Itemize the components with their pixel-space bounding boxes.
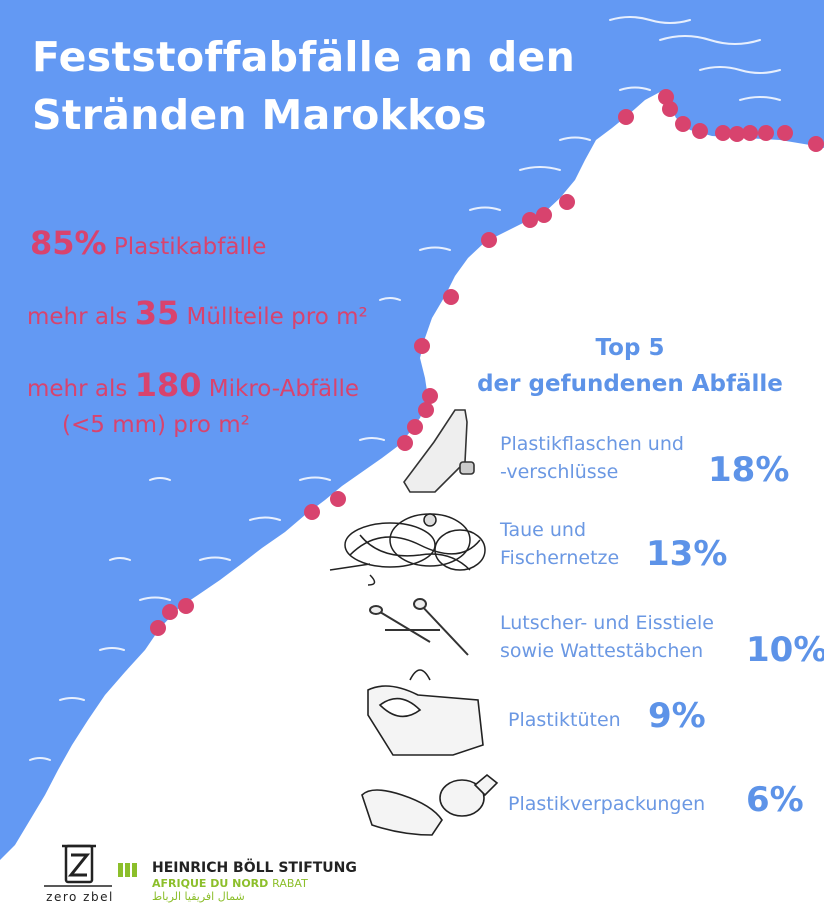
beach-dot (522, 212, 538, 228)
stat-items-prefix: mehr als (27, 304, 128, 330)
beach-dot (407, 419, 423, 435)
stat-plastic-share: 85% Plastikabfälle (30, 227, 267, 262)
sea (0, 0, 824, 860)
top5-item-label: Plastikflaschen und -verschlüsse (500, 430, 684, 486)
zero-zbel-logo-mark (44, 844, 112, 887)
top5-item-percent: 10% (746, 630, 824, 670)
stat-items-per-m2: mehr als 35 Müllteile pro m² (27, 297, 368, 332)
title-line-2: Stränden Marokkos (32, 91, 487, 139)
beach-dot (715, 125, 731, 141)
beach-dot (808, 136, 824, 152)
cotton-swab-icon (369, 598, 469, 656)
top5-item-label-line-2: -verschlüsse (500, 461, 619, 483)
top5-item-label-line-2: sowie Wattestäbchen (500, 640, 704, 662)
hbs-logo-city: RABAT (272, 877, 308, 890)
hbs-logo-region: AFRIQUE DU NORD (152, 877, 269, 890)
beach-dot (162, 604, 178, 620)
stat-plastic-value: 85% (30, 224, 107, 262)
top5-item-label-line-1: Taue und (500, 519, 587, 541)
beach-dot (150, 620, 166, 636)
title-line-1: Feststoffabfälle an den (32, 33, 576, 81)
stat-items-text: Müllteile pro m² (186, 304, 368, 330)
wave-streaks (29, 16, 781, 761)
zero-zbel-logo-text: zero zbel (46, 890, 114, 904)
stat-micro-per-m2: mehr als 180 Mikro-Abfälle (27, 369, 360, 404)
page-title: Feststoffabfälle an den Stränden Marokko… (32, 28, 575, 144)
stat-items-value: 35 (134, 294, 180, 332)
stat-micro-text: Mikro-Abfälle (208, 376, 360, 402)
hbs-logo-line-1: HEINRICH BÖLL STIFTUNG (152, 860, 357, 876)
beach-dot (675, 116, 691, 132)
hbs-logo-line-3: شمال افريقيا الرباط (152, 890, 245, 903)
top5-item-label: Plastiktüten (508, 706, 621, 734)
stat-micro-prefix: mehr als (27, 376, 128, 402)
beach-dot (618, 109, 634, 125)
top5-title-line-1: Top 5 (595, 335, 665, 361)
beach-dot (330, 491, 346, 507)
top5-item-label: Taue und Fischernetze (500, 516, 619, 572)
hbs-logo-line-2: AFRIQUE DU NORD RABAT (118, 877, 357, 891)
stat-micro-line-2: (<5 mm) pro m² (62, 412, 250, 438)
top5-item-percent: 13% (646, 534, 728, 574)
top5-item-label-line-2: Fischernetze (500, 547, 620, 569)
plastic-packaging-icon (361, 773, 499, 836)
top5-item-label-line-1: Lutscher- und Eisstiele (500, 612, 714, 634)
top5-item-percent: 18% (708, 450, 790, 490)
beach-dot (777, 125, 793, 141)
plastic-bottle-icon (403, 409, 475, 493)
beach-dot (414, 338, 430, 354)
beach-dot (758, 125, 774, 141)
hbs-logo-mark (118, 863, 137, 877)
beach-dot (692, 123, 708, 139)
top5-item-label: Plastikverpackungen (508, 790, 705, 818)
top5-item-label: Lutscher- und Eisstiele sowie Wattestäbc… (500, 609, 714, 665)
hbs-logo: HEINRICH BÖLL STIFTUNG AFRIQUE DU NORD R… (118, 860, 357, 903)
plastic-bag-icon (367, 669, 484, 756)
top5-item-label-line-1: Plastiktüten (508, 709, 621, 731)
beach-dot (742, 125, 758, 141)
stat-plastic-text: Plastikabfälle (113, 234, 267, 260)
fishing-net-icon (329, 513, 486, 586)
top5-title-line-2: der gefundenen Abfälle (477, 371, 783, 397)
beach-dot (662, 101, 678, 117)
beach-dot (443, 289, 459, 305)
beach-dot (178, 598, 194, 614)
beach-dot (729, 126, 745, 142)
top5-item-label-line-1: Plastikverpackungen (508, 793, 706, 815)
beach-dot (559, 194, 575, 210)
top5-item-percent: 9% (648, 696, 706, 736)
beach-dot (397, 435, 413, 451)
top5-item-percent: 6% (746, 780, 804, 820)
beach-dot (536, 207, 552, 223)
stat-micro-value: 180 (134, 366, 202, 404)
beach-dots (150, 89, 824, 636)
beach-dot (422, 388, 438, 404)
beach-dot (481, 232, 497, 248)
top5-title: Top 5 der gefundenen Abfälle (440, 330, 820, 402)
top5-item-label-line-1: Plastikflaschen und (500, 433, 684, 455)
beach-dot (304, 504, 320, 520)
beach-dot (418, 402, 434, 418)
